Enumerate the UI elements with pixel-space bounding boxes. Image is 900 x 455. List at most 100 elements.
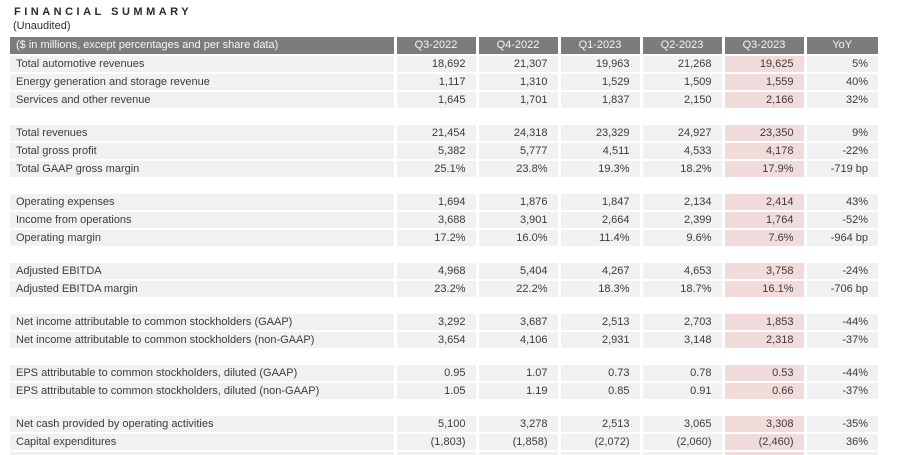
cell-q3-2022: 18,692 [393, 54, 477, 73]
row-label: Net income attributable to common stockh… [10, 312, 395, 331]
cell-q3-2023: 1,853 [721, 312, 805, 331]
cell-q4-2022: 3,687 [475, 312, 559, 331]
group-spacer-row [10, 348, 878, 364]
cell-q3-2023: 0.66 [721, 381, 805, 399]
page-title: FINANCIAL SUMMARY [14, 6, 193, 18]
row-label: Capital expenditures [10, 432, 395, 451]
cell-yoy: -719 bp [803, 159, 878, 177]
cell-q3-2023: 2,318 [721, 330, 805, 348]
cell-q2-2023: 2,150 [639, 90, 723, 108]
cell-q2-2023: 18.7% [639, 279, 723, 297]
table-row: Total revenues 21,454 24,318 23,329 24,927 23… [10, 123, 878, 142]
cell-q4-2022: 16.0% [475, 228, 559, 246]
table-body: Total automotive revenues 18,692 21,307 19,… [10, 54, 878, 455]
table-row: EPS attributable to common stockholders,… [10, 381, 878, 399]
table-row: Adjusted EBITDA margin 23.2% 22.2% 18.3% 18.… [10, 279, 878, 297]
table-header: ($ in millions, except percentages and p… [10, 37, 878, 55]
cell-q3-2023: 3,308 [721, 414, 805, 433]
cell-yoy: -44% [803, 312, 878, 331]
table-row: Net cash provided by operating activitie… [10, 414, 878, 433]
table-row: Net income attributable to common stockh… [10, 330, 878, 348]
cell-q2-2023: 21,268 [639, 54, 723, 73]
row-label: Total GAAP gross margin [10, 159, 395, 177]
row-label: EPS attributable to common stockholders,… [10, 363, 395, 382]
spacer-cell [10, 297, 878, 313]
cell-q2-2023: (2,060) [639, 432, 723, 451]
row-label: Adjusted EBITDA [10, 261, 395, 280]
cell-q1-2023: 1,837 [557, 90, 641, 108]
cell-q3-2022: 5,100 [393, 414, 477, 433]
cell-q4-2022: 24,318 [475, 123, 559, 142]
spacer-cell [10, 348, 878, 364]
row-label: Net cash provided by operating activitie… [10, 414, 395, 433]
cell-q3-2023: 848 [721, 450, 805, 455]
cell-q3-2023: (2,460) [721, 432, 805, 451]
cell-q3-2023: 4,178 [721, 141, 805, 160]
column-header-q3-2022: Q3-2022 [393, 37, 477, 55]
cell-yoy: -37% [803, 330, 878, 348]
cell-q3-2022: 4,968 [393, 261, 477, 280]
cell-q3-2022: 23.2% [393, 279, 477, 297]
spacer-cell [10, 177, 878, 193]
table-row: Net income attributable to common stockh… [10, 312, 878, 331]
cell-q1-2023: 1,529 [557, 72, 641, 91]
cell-q3-2022: 3,297 [393, 450, 477, 455]
cell-yoy: -22% [803, 141, 878, 160]
cell-q3-2023: 1,764 [721, 210, 805, 229]
cell-q3-2023: 7.6% [721, 228, 805, 246]
cell-q3-2022: 17.2% [393, 228, 477, 246]
column-header-yoy: YoY [803, 37, 878, 55]
group-spacer-row [10, 399, 878, 415]
cell-q3-2022: (1,803) [393, 432, 477, 451]
cell-q2-2023: 3,065 [639, 414, 723, 433]
cell-q3-2022: 21,454 [393, 123, 477, 142]
cell-q2-2023: 0.91 [639, 381, 723, 399]
column-header-q1-2023: Q1-2023 [557, 37, 641, 55]
cell-yoy: -35% [803, 414, 878, 433]
row-label: Total gross profit [10, 141, 395, 160]
cell-q3-2023: 3,758 [721, 261, 805, 280]
cell-q1-2023: 4,267 [557, 261, 641, 280]
cell-q4-2022: 3,901 [475, 210, 559, 229]
cell-yoy: -964 bp [803, 228, 878, 246]
cell-q3-2022: 1,694 [393, 192, 477, 211]
cell-q2-2023: 1,509 [639, 72, 723, 91]
cell-q2-2023: 4,533 [639, 141, 723, 160]
column-header-q2-2023: Q2-2023 [639, 37, 723, 55]
cell-q4-2022: 1,701 [475, 90, 559, 108]
cell-yoy: -44% [803, 363, 878, 382]
cell-q1-2023: 19,963 [557, 54, 641, 73]
cell-q1-2023: 2,931 [557, 330, 641, 348]
cell-q1-2023: 2,513 [557, 312, 641, 331]
table-row: Operating margin 17.2% 16.0% 11.4% 9.6% 7.6% -… [10, 228, 878, 246]
cell-q4-2022: 3,278 [475, 414, 559, 433]
cell-q4-2022: 21,307 [475, 54, 559, 73]
cell-q4-2022: 1.07 [475, 363, 559, 382]
table-row: Adjusted EBITDA 4,968 5,404 4,267 4,653 3,758… [10, 261, 878, 280]
row-label: Operating expenses [10, 192, 395, 211]
cell-q3-2022: 1,117 [393, 72, 477, 91]
group-spacer-row [10, 297, 878, 313]
cell-q3-2022: 1,645 [393, 90, 477, 108]
cell-q1-2023: 2,664 [557, 210, 641, 229]
cell-q3-2023: 17.9% [721, 159, 805, 177]
cell-yoy: -706 bp [803, 279, 878, 297]
cell-q2-2023: 0.78 [639, 363, 723, 382]
cell-q1-2023: 4,511 [557, 141, 641, 160]
spacer-cell [10, 246, 878, 262]
cell-q4-2022: 4,106 [475, 330, 559, 348]
group-spacer-row [10, 177, 878, 193]
column-header-q4-2022: Q4-2022 [475, 37, 559, 55]
cell-q1-2023: (2,072) [557, 432, 641, 451]
cell-q3-2022: 3,654 [393, 330, 477, 348]
cell-q2-2023: 9.6% [639, 228, 723, 246]
cell-q2-2023: 4,653 [639, 261, 723, 280]
page-subtitle: (Unaudited) [13, 20, 71, 32]
cell-q2-2023: 2,134 [639, 192, 723, 211]
cell-q3-2023: 0.53 [721, 363, 805, 382]
cell-q4-2022: 1.19 [475, 381, 559, 399]
cell-q1-2023: 1,847 [557, 192, 641, 211]
row-label: Services and other revenue [10, 90, 395, 108]
cell-q4-2022: 1,420 [475, 450, 559, 455]
